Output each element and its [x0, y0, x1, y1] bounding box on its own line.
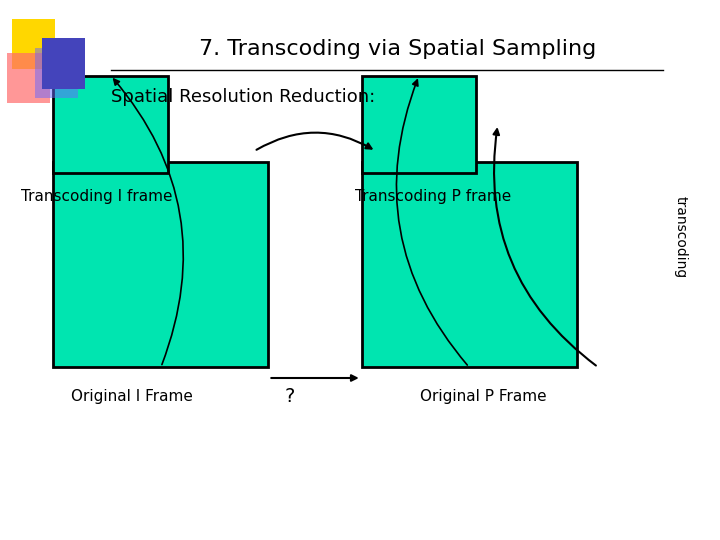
Text: transcoding: transcoding	[674, 197, 688, 279]
FancyBboxPatch shape	[42, 38, 85, 89]
Text: 7. Transcoding via Spatial Sampling: 7. Transcoding via Spatial Sampling	[199, 38, 596, 59]
Text: ?: ?	[284, 387, 295, 407]
Text: Original P Frame: Original P Frame	[420, 389, 546, 404]
FancyBboxPatch shape	[361, 162, 577, 367]
Text: Original I Frame: Original I Frame	[71, 389, 193, 404]
FancyBboxPatch shape	[361, 76, 477, 173]
Text: Transcoding I frame: Transcoding I frame	[21, 189, 172, 204]
FancyBboxPatch shape	[53, 162, 269, 367]
FancyBboxPatch shape	[53, 76, 168, 173]
FancyBboxPatch shape	[12, 18, 55, 69]
Text: Transcoding P frame: Transcoding P frame	[355, 189, 511, 204]
FancyBboxPatch shape	[7, 52, 50, 103]
FancyBboxPatch shape	[35, 48, 78, 98]
Text: Spatial Resolution Reduction:: Spatial Resolution Reduction:	[111, 88, 375, 106]
